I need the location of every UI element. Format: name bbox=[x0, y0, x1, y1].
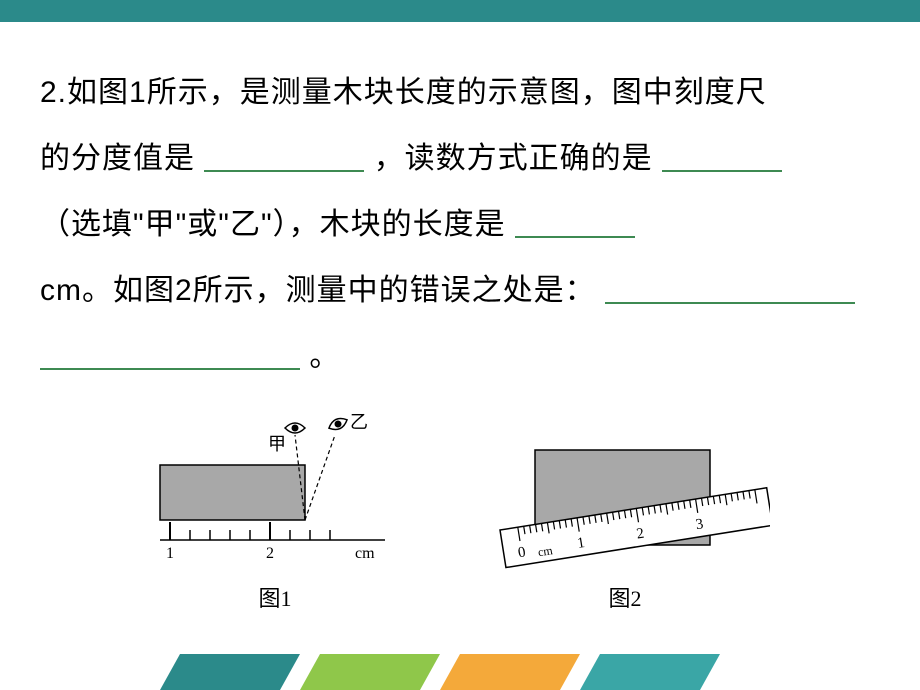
fig2-unit: cm bbox=[537, 543, 554, 559]
text-3a: （选填"甲"或"乙"），木块的长度是 bbox=[40, 208, 506, 241]
text-2a: 的分度值是 bbox=[40, 142, 195, 175]
bottom-shapes bbox=[160, 654, 720, 690]
figure-2: 0 cm 1 2 3 图2 bbox=[480, 400, 770, 613]
bottom-shape-4 bbox=[580, 654, 720, 690]
blank-5 bbox=[40, 340, 300, 370]
line-3: （选填"甲"或"乙"），木块的长度是 bbox=[40, 192, 880, 258]
figure-1-svg: 1 2 cm 甲 乙 bbox=[150, 400, 400, 570]
line-1: 2.如图1所示，是测量木块长度的示意图，图中刻度尺 bbox=[40, 60, 880, 126]
line-5: 。 bbox=[40, 324, 880, 390]
blank-4 bbox=[605, 274, 855, 304]
figure-1-label: 图1 bbox=[150, 581, 400, 613]
bottom-shape-3 bbox=[440, 654, 580, 690]
fig1-label-jia: 甲 bbox=[268, 434, 286, 454]
line-2: 的分度值是 ，读数方式正确的是 bbox=[40, 126, 880, 192]
fig1-label-yi: 乙 bbox=[350, 412, 368, 432]
bottom-shape-1 bbox=[160, 654, 300, 690]
fig1-unit: cm bbox=[355, 545, 375, 562]
figure-2-svg: 0 cm 1 2 3 bbox=[480, 400, 770, 570]
top-bar bbox=[0, 0, 920, 22]
fig1-mark-2: 2 bbox=[266, 545, 274, 562]
figure-2-label: 图2 bbox=[480, 581, 770, 613]
figure-1: 1 2 cm 甲 乙 图1 bbox=[150, 400, 400, 613]
bottom-shape-2 bbox=[300, 654, 440, 690]
text-1a: 2.如图1所示，是测量木块长度的示意图，图中刻度尺 bbox=[40, 76, 767, 109]
blank-1 bbox=[204, 142, 364, 172]
fig1-mark-1: 1 bbox=[166, 545, 174, 562]
eye-jia-icon bbox=[285, 423, 305, 433]
blank-2 bbox=[662, 142, 782, 172]
text-5b: 。 bbox=[309, 340, 340, 373]
text-2b: ，读数方式正确的是 bbox=[374, 142, 653, 175]
question-content: 2.如图1所示，是测量木块长度的示意图，图中刻度尺 的分度值是 ，读数方式正确的… bbox=[40, 60, 880, 390]
blank-3 bbox=[515, 208, 635, 238]
text-4a: cm。如图2所示，测量中的错误之处是： bbox=[40, 274, 596, 307]
line-4: cm。如图2所示，测量中的错误之处是： bbox=[40, 258, 880, 324]
eye-yi-icon bbox=[327, 415, 349, 433]
figures-row: 1 2 cm 甲 乙 图1 bbox=[0, 400, 920, 613]
